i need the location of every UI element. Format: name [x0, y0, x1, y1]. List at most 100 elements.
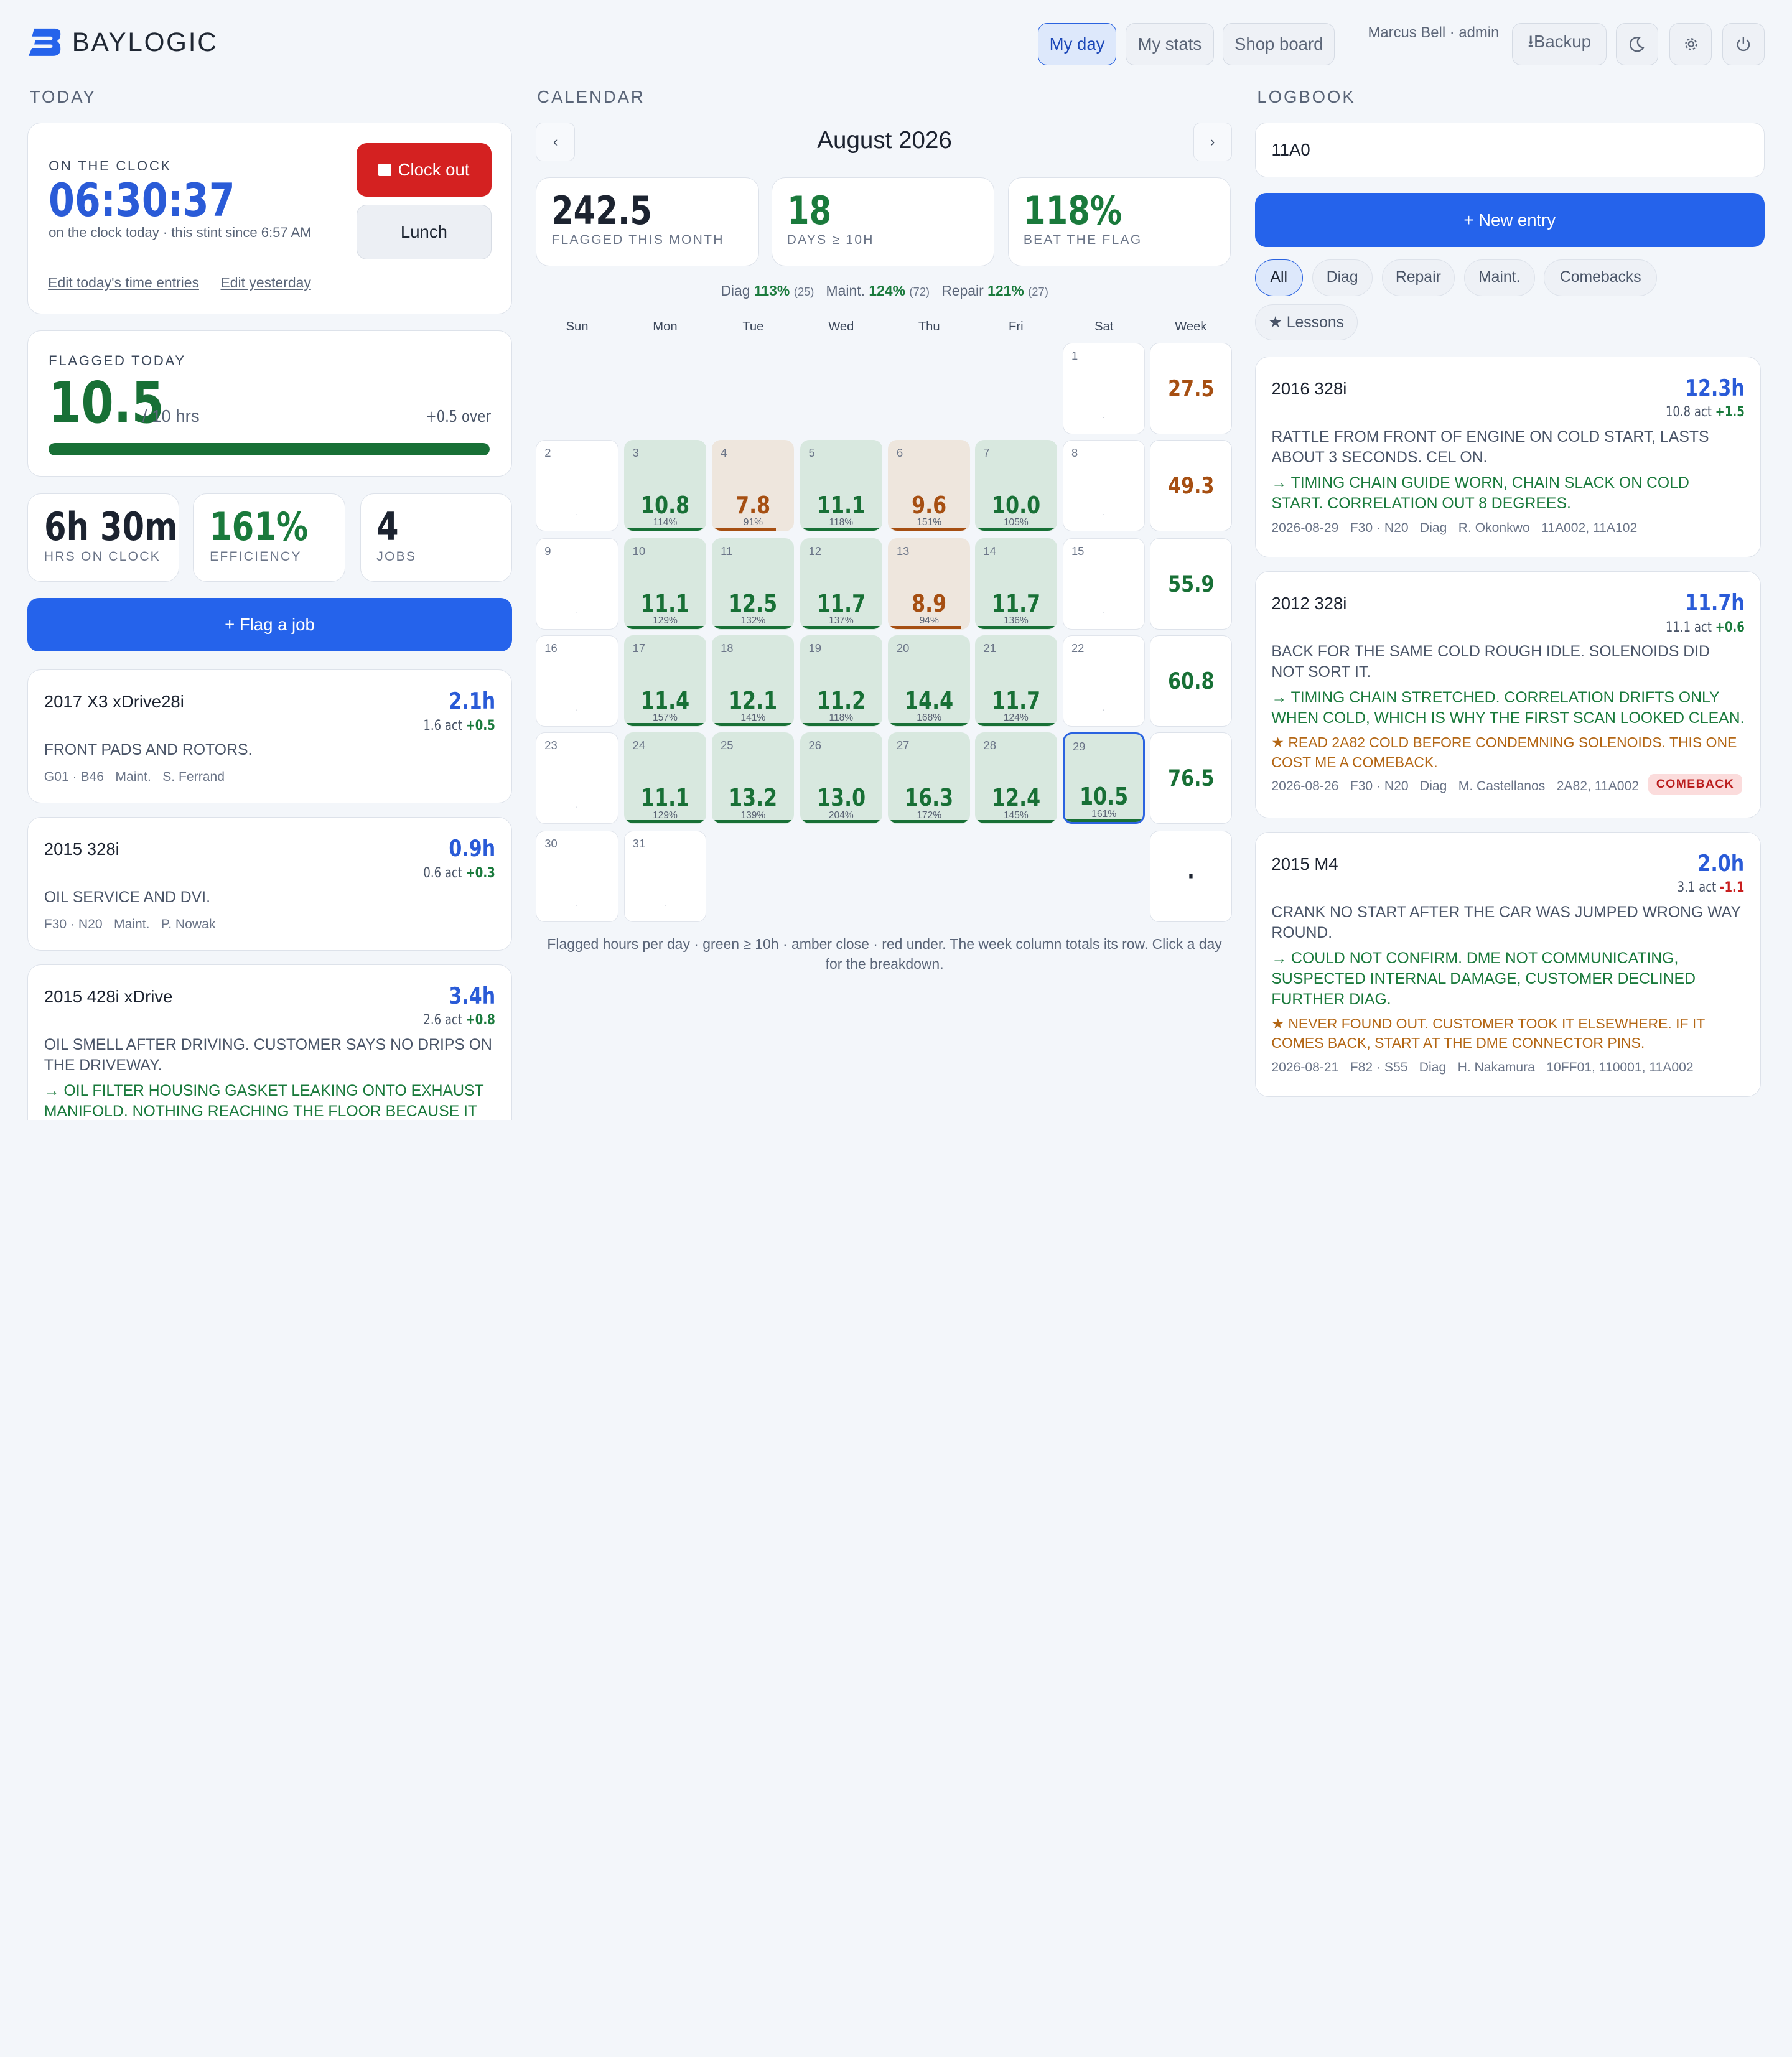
- logout-button[interactable]: [1722, 22, 1765, 65]
- filter-chip-repair[interactable]: Repair: [1381, 259, 1455, 296]
- calendar-day[interactable]: 15 ·: [1063, 538, 1146, 630]
- diag-label: Diag: [721, 282, 750, 299]
- settings-button[interactable]: [1669, 22, 1712, 65]
- nav-shop-board[interactable]: Shop board: [1223, 22, 1335, 65]
- calendar-day[interactable]: 18 12.1 141%: [712, 635, 795, 727]
- job-meta-item: F30 · N20: [44, 917, 103, 932]
- calendar-day[interactable]: 8 ·: [1063, 440, 1146, 532]
- edit-yesterday-link[interactable]: Edit yesterday: [220, 274, 311, 291]
- calendar-day[interactable]: 31 ·: [623, 831, 707, 923]
- calendar-day[interactable]: 4 7.8 91%: [712, 440, 795, 532]
- stat-value-text: 6h 30m: [44, 504, 178, 550]
- flagged-label: FLAGGED TODAY: [49, 352, 186, 368]
- day-number: 18: [721, 641, 734, 655]
- calendar-day[interactable]: 13 8.9 94%: [888, 538, 971, 630]
- entry-meta-item: Diag: [1419, 1060, 1447, 1075]
- entry-meta-item: R. Okonkwo: [1458, 520, 1530, 535]
- calendar-day[interactable]: 19 11.2 118%: [800, 635, 882, 727]
- entry-title: 2016 328i: [1271, 378, 1347, 398]
- calendar-day[interactable]: 1 ·: [1063, 343, 1146, 434]
- entry-meta-item: H. Nakamura: [1457, 1060, 1535, 1075]
- logbook-entry[interactable]: 2016 328i 12.3h 10.8 act +1.5 Rattle from f…: [1254, 357, 1762, 558]
- calendar-day[interactable]: 24 11.1 129%: [623, 732, 707, 824]
- entry-meta: 2026-08-29 F30 · N20 Diag R. Okonkwo 11A002,…: [1271, 521, 1648, 536]
- filter-chip-maint[interactable]: Maint.: [1463, 259, 1535, 296]
- day-progress-bar: [889, 819, 970, 824]
- flag-job-button[interactable]: + Flag a job: [27, 597, 512, 651]
- stat-value: 6h 30m: [44, 508, 207, 546]
- calendar-day[interactable]: 25 13.2 139%: [712, 732, 795, 824]
- calendar-day[interactable]: 10 11.1 129%: [623, 538, 707, 630]
- kpi-value: 118%: [1024, 191, 1144, 230]
- day-hours: 10.0: [991, 491, 1040, 520]
- logo[interactable]: BAYLOGIC: [27, 27, 218, 57]
- day-efficiency: 118%: [829, 712, 854, 724]
- kpi-value: 242.5: [551, 191, 674, 230]
- job-card[interactable]: 2015 428i xDrive 3.4h 2.6 act +0.8 Oil smel…: [27, 964, 512, 1120]
- day-number: 19: [808, 641, 821, 655]
- day-hours: 11.1: [816, 491, 866, 520]
- job-hours: 2.1h: [439, 688, 495, 714]
- job-card[interactable]: 2017 X3 xDrive28i 2.1h 1.6 act +0.5 Front p…: [27, 669, 512, 804]
- nav-my-stats[interactable]: My stats: [1126, 22, 1214, 65]
- repair-count: (27): [1028, 284, 1048, 298]
- filter-chip-diag[interactable]: Diag: [1312, 259, 1373, 296]
- clock-out-button[interactable]: Clock out: [357, 142, 492, 197]
- day-of-week-header: Wed: [828, 320, 854, 334]
- entry-meta-item: F82 · S55: [1350, 1060, 1408, 1075]
- calendar-day[interactable]: 21 11.7 124%: [974, 635, 1057, 727]
- day-efficiency: 129%: [652, 809, 678, 821]
- entry-actual-text: 10.8 act +1.5: [1666, 404, 1745, 420]
- backup-button[interactable]: ⭳Backup: [1511, 22, 1607, 65]
- logbook-search-input[interactable]: [1254, 122, 1765, 177]
- stat-label: JOBS: [376, 549, 417, 564]
- calendar-day[interactable]: 14 11.7 136%: [974, 538, 1057, 630]
- calendar-day[interactable]: 22 ·: [1063, 635, 1146, 727]
- prev-month-button[interactable]: ‹: [536, 122, 575, 161]
- calendar-day[interactable]: 3 10.8 114%: [623, 440, 707, 532]
- lunch-button[interactable]: Lunch: [357, 204, 492, 259]
- filter-chip-all[interactable]: All: [1254, 259, 1303, 296]
- calendar-day[interactable]: 2 ·: [536, 440, 618, 532]
- calendar-day[interactable]: 20 14.4 168%: [888, 635, 971, 727]
- calendar-day[interactable]: 23 ·: [536, 732, 618, 824]
- calendar-day[interactable]: 29 10.5 161%: [1063, 732, 1146, 824]
- stat-label: HRS ON CLOCK: [44, 549, 161, 564]
- calendar-day[interactable]: 12 11.7 137%: [800, 538, 882, 630]
- calendar-day[interactable]: 26 13.0 204%: [800, 732, 882, 824]
- day-hours: 14.4: [905, 686, 954, 715]
- calendar-day[interactable]: 7 10.0 105%: [974, 440, 1057, 532]
- calendar-day[interactable]: 5 11.1 118%: [800, 440, 882, 532]
- calendar-day[interactable]: 9 ·: [536, 538, 618, 630]
- job-description: Oil service and DVI.: [44, 889, 210, 907]
- job-hours: 0.9h: [439, 835, 495, 862]
- calendar-day[interactable]: 30 ·: [536, 831, 618, 923]
- filter-lessons[interactable]: ★ Lessons: [1254, 304, 1358, 341]
- day-hours: 11.7: [991, 589, 1040, 618]
- entry-delta: +0.6: [1715, 619, 1745, 635]
- nav-my-day[interactable]: My day: [1037, 22, 1117, 65]
- entry-meta-item: M. Castellanos: [1458, 778, 1546, 793]
- job-card[interactable]: 2015 328i 0.9h 0.6 act +0.3 Oil service and…: [27, 817, 512, 951]
- calendar-day[interactable]: 27 16.3 172%: [888, 732, 971, 824]
- comeback-badge: COMEBACK: [1648, 774, 1742, 795]
- week-total: 76.5: [1149, 732, 1232, 824]
- next-month-button[interactable]: ›: [1193, 122, 1232, 161]
- calendar-day[interactable]: 28 12.4 145%: [974, 732, 1057, 824]
- edit-today-link[interactable]: Edit today's time entries: [48, 274, 199, 291]
- new-entry-button[interactable]: + New entry: [1254, 193, 1765, 247]
- day-efficiency: 161%: [1091, 808, 1117, 819]
- logbook-entry[interactable]: 2012 328i 11.7h 11.1 act +0.6 Back for the …: [1254, 571, 1762, 819]
- dark-mode-button[interactable]: [1616, 22, 1659, 65]
- job-hours-value: 2.1h: [449, 687, 496, 714]
- day-progress-bar: [800, 527, 882, 531]
- logbook-entry[interactable]: 2015 M4 2.0h 3.1 act -1.1 Crank no start af…: [1254, 832, 1762, 1098]
- calendar-day[interactable]: 6 9.6 151%: [888, 440, 971, 532]
- job-hours: 3.4h: [439, 982, 495, 1009]
- calendar-day[interactable]: 11 12.5 132%: [712, 538, 795, 630]
- calendar-day[interactable]: 17 11.4 157%: [623, 635, 707, 727]
- stat-value: 161%: [210, 508, 330, 546]
- filter-chip-comebacks[interactable]: Comebacks: [1544, 259, 1658, 296]
- day-hours: 11.7: [816, 589, 866, 618]
- calendar-day[interactable]: 16 ·: [536, 635, 618, 727]
